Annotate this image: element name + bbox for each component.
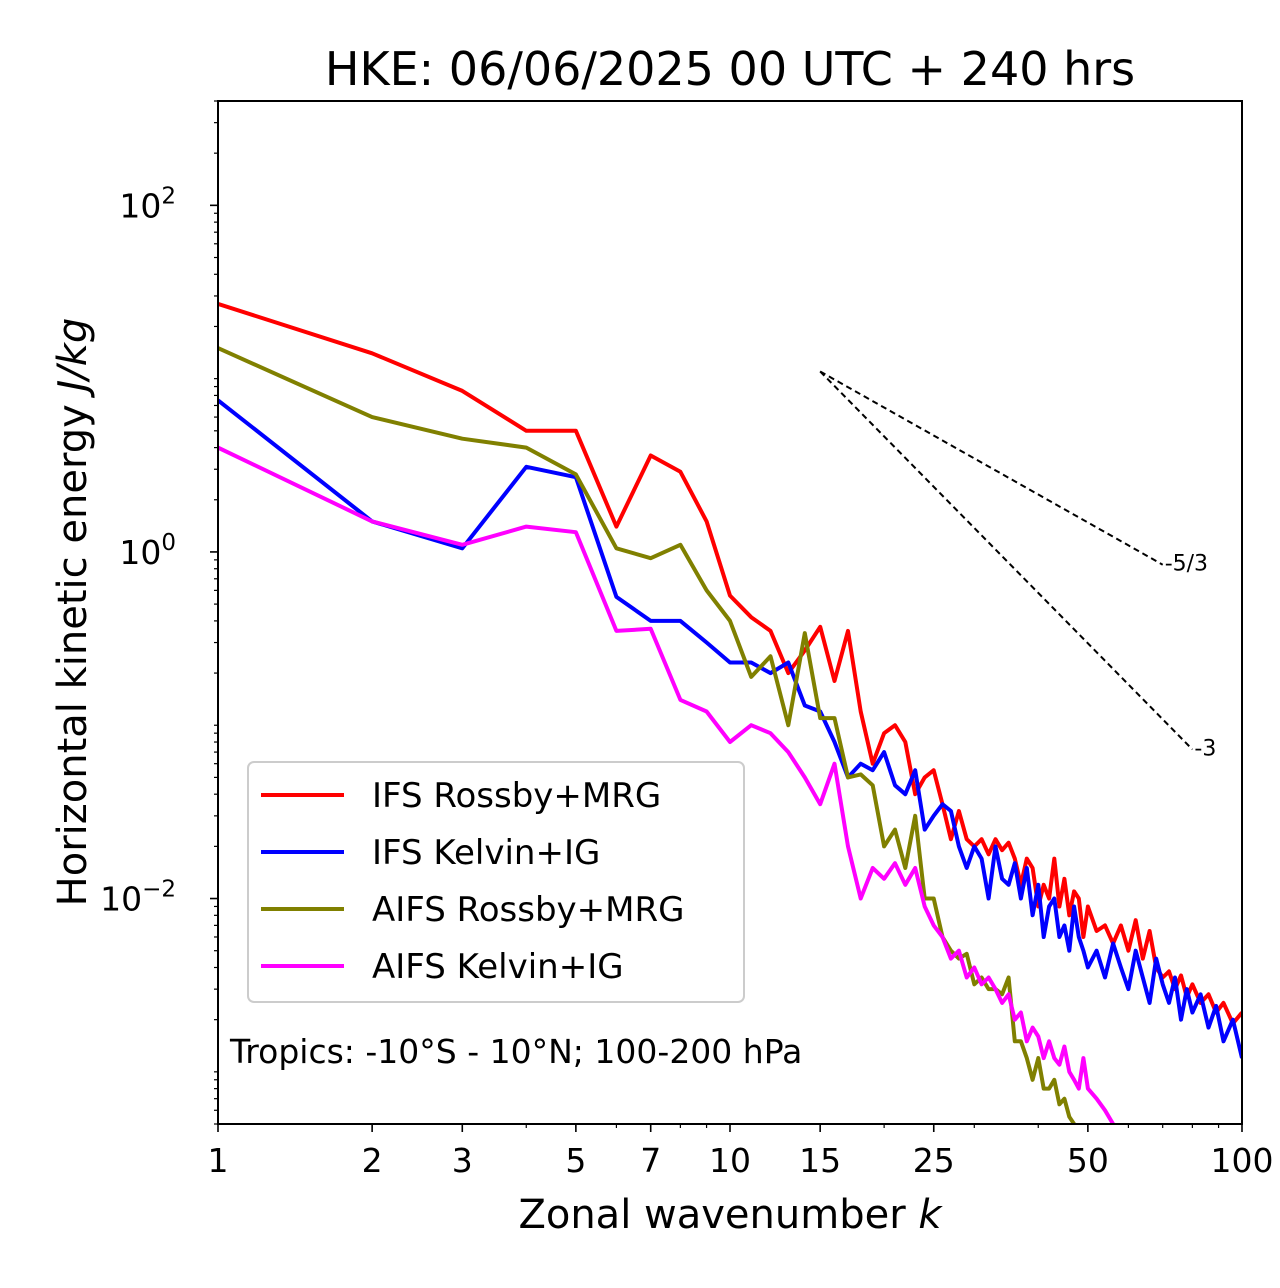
reference-slopes: -5/3 -3 xyxy=(819,370,1216,761)
region-annotation: Tropics: -10°S - 10°N; 100-200 hPa xyxy=(229,1032,802,1071)
reference-slope-label: -3 xyxy=(1194,736,1216,761)
x-tick-label: 100 xyxy=(1211,1141,1274,1180)
x-tick-label: 3 xyxy=(452,1141,473,1180)
series-line-1 xyxy=(218,398,1242,1059)
x-tick-label: 15 xyxy=(799,1141,841,1180)
plot-frame xyxy=(217,100,1243,1125)
legend-label: AIFS Kelvin+IG xyxy=(372,947,624,987)
x-axis-label-variable: k xyxy=(918,1192,943,1238)
y-axis-label-text: Horizontal kinetic energy xyxy=(50,392,96,907)
reference-slope-label: -5/3 xyxy=(1165,552,1208,577)
y-tick-label: 102 xyxy=(119,183,176,225)
axis-ticks: 1 2 3 5 7 10 15 25 50 100 10−2 100 102 xyxy=(100,100,1274,1180)
x-axis-label: Zonal wavenumber k xyxy=(518,1192,943,1238)
x-tick-label: 1 xyxy=(208,1141,229,1180)
legend-label: IFS Rossby+MRG xyxy=(372,776,661,816)
y-axis-label: Horizontal kinetic energy J/kg xyxy=(50,318,96,907)
y-tick-label: 10−2 xyxy=(100,877,176,919)
x-tick-label: 25 xyxy=(913,1141,955,1180)
chart-title: HKE: 06/06/2025 00 UTC + 240 hrs xyxy=(325,42,1135,96)
x-tick-label: 5 xyxy=(565,1141,586,1180)
reference-slope-line xyxy=(819,370,1164,566)
x-axis-label-text: Zonal wavenumber xyxy=(518,1192,918,1238)
legend-label: IFS Kelvin+IG xyxy=(372,833,600,873)
reference-slope-line xyxy=(819,370,1194,751)
x-tick-label: 7 xyxy=(640,1141,661,1180)
y-tick-label: 100 xyxy=(119,530,176,572)
legend-label: AIFS Rossby+MRG xyxy=(372,890,684,930)
series-lines xyxy=(218,301,1242,1124)
y-axis-label-unit: J/kg xyxy=(50,318,96,399)
series-line-3 xyxy=(218,445,1115,1124)
legend-box xyxy=(247,761,745,1003)
plot-area: 1 2 3 5 7 10 15 25 50 100 10−2 100 102 -5/3 -3 xyxy=(100,100,1274,1180)
x-tick-label: 10 xyxy=(709,1141,751,1180)
x-tick-label: 50 xyxy=(1067,1141,1109,1180)
x-tick-label: 2 xyxy=(362,1141,383,1180)
legend: IFS Rossby+MRG IFS Kelvin+IG AIFS Rossby+M… xyxy=(247,761,745,1003)
